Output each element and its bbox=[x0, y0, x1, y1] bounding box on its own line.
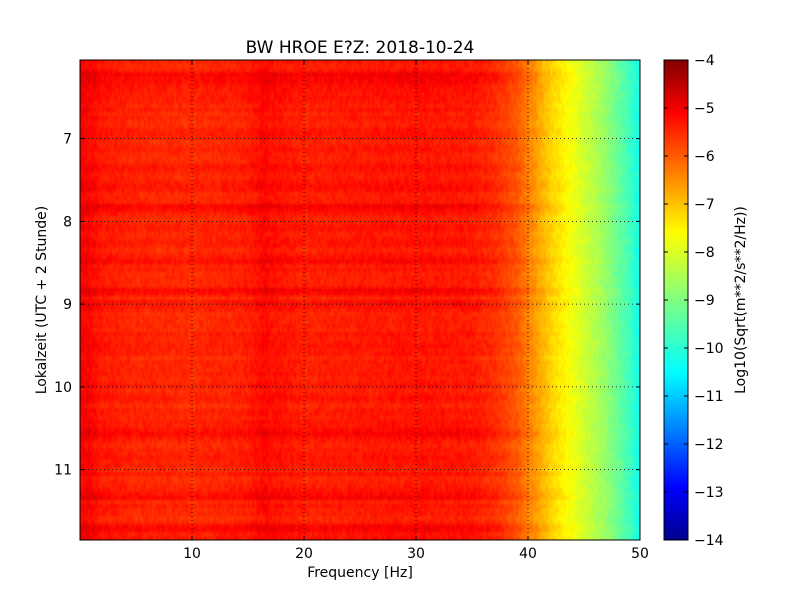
x-tick-label: 20 bbox=[295, 546, 313, 562]
colorbar-tick-label: −11 bbox=[694, 389, 724, 405]
x-tick-label: 40 bbox=[519, 546, 537, 562]
colorbar-tick-label: −4 bbox=[694, 53, 715, 69]
chart-title: BW HROE E?Z: 2018-10-24 bbox=[246, 38, 475, 58]
x-tick-label: 10 bbox=[183, 546, 201, 562]
colorbar-tick-label: −13 bbox=[694, 485, 724, 501]
grid-lines bbox=[80, 60, 640, 540]
y-tick-label: 9 bbox=[63, 297, 72, 313]
colorbar-tick-label: −7 bbox=[694, 197, 715, 213]
y-tick-label: 11 bbox=[54, 463, 72, 479]
colorbar-tick-label: −8 bbox=[694, 245, 715, 261]
x-tick-label: 30 bbox=[407, 546, 425, 562]
spectrogram-image bbox=[80, 60, 640, 540]
plot-frame bbox=[79, 59, 641, 541]
colorbar-tick-label: −10 bbox=[694, 341, 724, 357]
colorbar-tick-label: −5 bbox=[694, 101, 715, 117]
colorbar-tick-label: −14 bbox=[694, 533, 724, 549]
y-axis-label: Lokalzeit (UTC + 2 Stunde) bbox=[34, 206, 50, 395]
colorbar-tick-label: −6 bbox=[694, 149, 715, 165]
colorbar-tick-label: −9 bbox=[694, 293, 715, 309]
spectrogram-heatmap bbox=[80, 60, 640, 540]
y-axis-ticks: 7 8 9 10 11 bbox=[54, 132, 640, 479]
y-tick-label: 8 bbox=[63, 214, 72, 230]
y-tick-label: 10 bbox=[54, 380, 72, 396]
colorbar-ticks: −4 −5 −6 −7 −8 −9 −10 −11 −12 −13 −14 bbox=[664, 53, 724, 549]
x-tick-label: 50 bbox=[631, 546, 649, 562]
x-axis-ticks: 10 20 30 40 50 bbox=[183, 60, 649, 562]
colorbar-label: Log10(Sqrt(m**2/s**2/Hz)) bbox=[733, 206, 749, 394]
x-axis-label: Frequency [Hz] bbox=[307, 565, 413, 581]
y-tick-label: 7 bbox=[63, 132, 72, 148]
colorbar-tick-label: −12 bbox=[694, 437, 724, 453]
